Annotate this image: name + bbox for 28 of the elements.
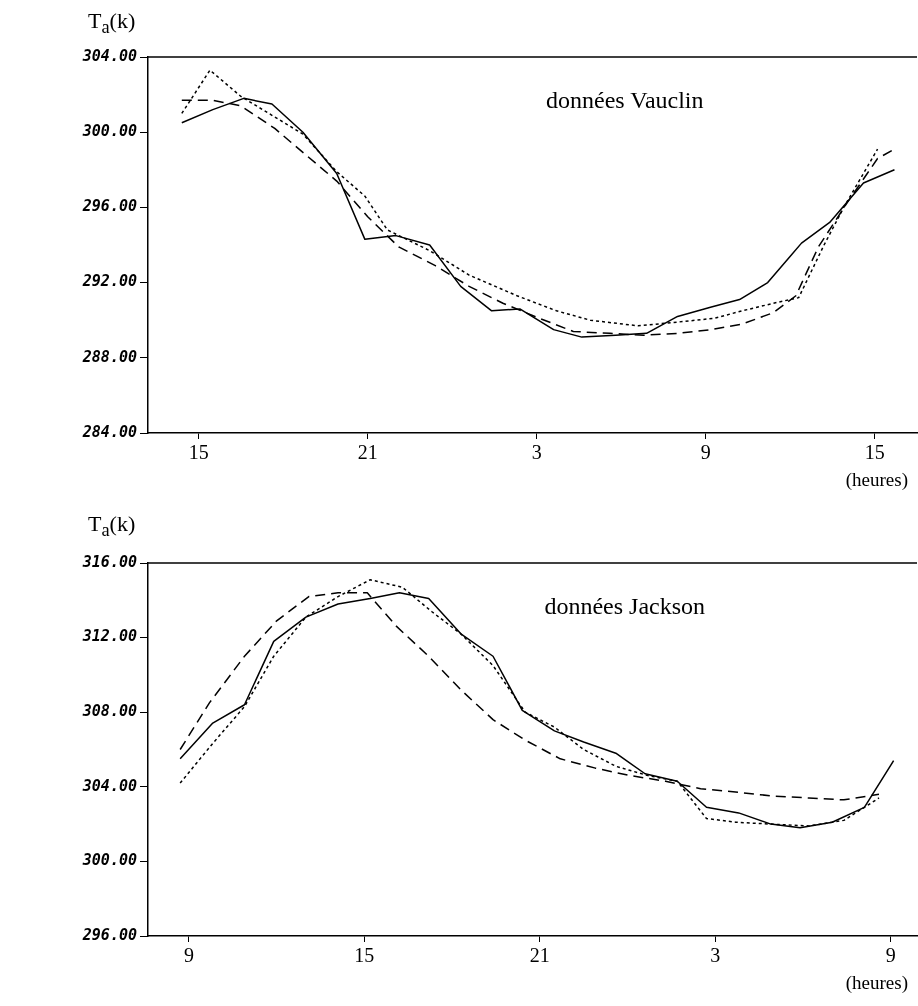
y-axis-title: T$_{a}$(k) — [88, 511, 136, 542]
x-tick-label: 9 — [700, 441, 711, 464]
annotation: données Jackson — [544, 593, 706, 620]
y-tick-label: 312.00 — [81, 627, 137, 646]
x-tick-label: 3 — [531, 441, 542, 464]
x-tick-label: 9 — [183, 944, 194, 967]
y-axis-title: T$_{a}$(k) — [88, 8, 136, 39]
y-tick-label: 308.00 — [81, 702, 137, 721]
y-tick-label: 284.00 — [81, 422, 137, 441]
annotation: données Vauclin — [546, 87, 704, 114]
x-tick-label: 15 — [188, 441, 209, 464]
x-tick-label: 3 — [710, 944, 721, 967]
x-axis-title: (heures) — [845, 469, 908, 491]
x-tick-label: 21 — [357, 441, 378, 464]
y-tick-label: 304.00 — [81, 46, 137, 65]
x-tick-label: 21 — [529, 944, 550, 967]
x-axis-title: (heures) — [845, 972, 908, 994]
x-tick-label: 15 — [354, 944, 375, 967]
y-tick-label: 300.00 — [81, 851, 137, 870]
y-tick-label: 304.00 — [81, 776, 137, 795]
y-tick-label: 316.00 — [81, 552, 137, 571]
x-tick-label: 15 — [864, 441, 885, 464]
y-tick-label: 296.00 — [81, 925, 137, 944]
y-tick-label: 292.00 — [81, 272, 137, 291]
y-tick-label: 288.00 — [81, 347, 137, 366]
x-tick-label: 9 — [885, 944, 896, 967]
y-tick-label: 300.00 — [81, 122, 137, 141]
y-tick-label: 296.00 — [81, 197, 137, 216]
